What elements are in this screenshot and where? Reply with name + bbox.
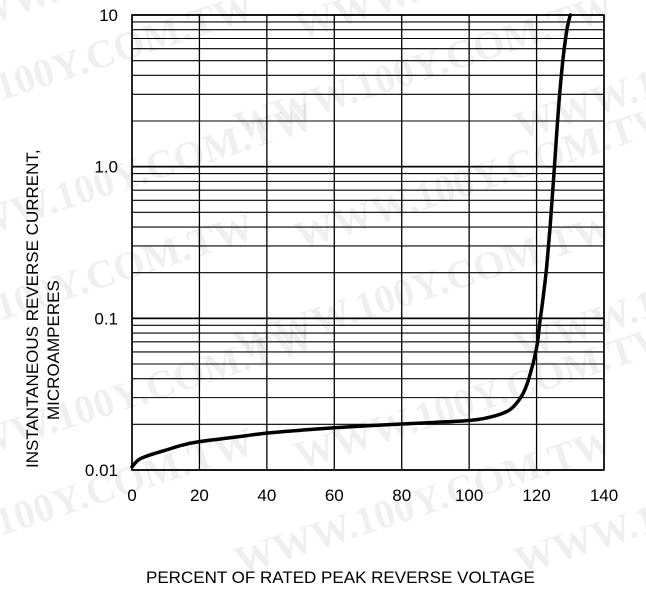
series-line bbox=[130, 13, 573, 469]
y-tick-label: 1.0 bbox=[94, 158, 118, 177]
y-tick-labels: 0.01 0.1 1.0 10 bbox=[85, 6, 118, 480]
x-tick-labels: 0 20 40 60 80 100 120 140 bbox=[127, 486, 618, 505]
plot-frame bbox=[131, 14, 605, 471]
y-axis-title-line2: MICROAMPERES bbox=[44, 280, 63, 420]
x-tick-label: 40 bbox=[257, 486, 276, 505]
x-tick-label: 80 bbox=[392, 486, 411, 505]
y-tick-label: 10 bbox=[99, 6, 118, 25]
series-line-group bbox=[130, 13, 573, 469]
grid bbox=[131, 14, 605, 471]
x-axis-title: PERCENT OF RATED PEAK REVERSE VOLTAGE bbox=[146, 568, 535, 587]
x-tick-label: 20 bbox=[190, 486, 209, 505]
x-tick-label: 60 bbox=[325, 486, 344, 505]
x-tick-label: 140 bbox=[590, 486, 618, 505]
x-tick-label: 120 bbox=[522, 486, 550, 505]
y-axis-title-line1: INSTANTANEOUS REVERSE CURRENT, bbox=[23, 149, 42, 468]
y-tick-label: 0.01 bbox=[85, 461, 118, 480]
x-tick-label: 0 bbox=[127, 486, 136, 505]
y-tick-label: 0.1 bbox=[94, 309, 118, 328]
x-tick-label: 100 bbox=[455, 486, 483, 505]
